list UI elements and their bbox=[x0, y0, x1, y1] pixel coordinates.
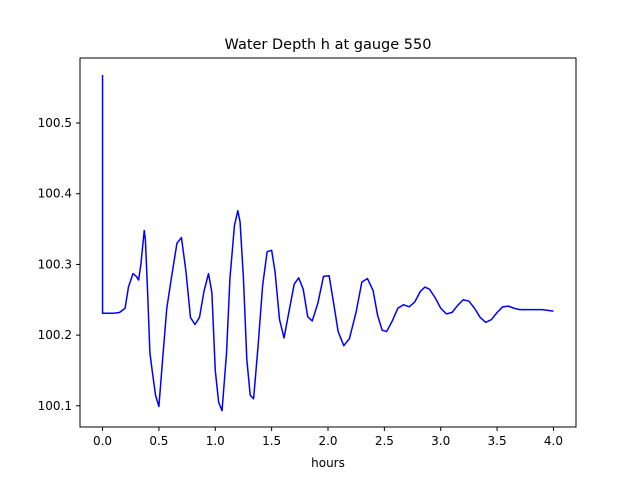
series-line-0 bbox=[101, 74, 554, 412]
x-tick-label: 2.5 bbox=[375, 434, 394, 448]
y-tick-label: 100.3 bbox=[38, 257, 72, 271]
x-tick-label: 3.5 bbox=[488, 434, 507, 448]
plot-frame bbox=[79, 57, 577, 428]
x-tick-label: 2.0 bbox=[318, 434, 337, 448]
y-tick-label: 100.5 bbox=[38, 116, 72, 130]
chart-title: Water Depth h at gauge 550 bbox=[225, 37, 432, 53]
x-axis-label: hours bbox=[311, 456, 345, 470]
y-axis: 100.1 100.2 100.3 100.4 100.5 bbox=[38, 116, 80, 413]
y-tick-label: 100.1 bbox=[38, 399, 72, 413]
x-tick-label: 0.0 bbox=[93, 434, 112, 448]
x-tick-label: 1.0 bbox=[206, 434, 225, 448]
x-tick-label: 4.0 bbox=[544, 434, 563, 448]
y-tick-label: 100.4 bbox=[38, 187, 72, 201]
y-tick-label: 100.2 bbox=[38, 328, 72, 342]
x-tick-label: 0.5 bbox=[149, 434, 168, 448]
x-tick-label: 3.0 bbox=[431, 434, 450, 448]
x-axis: 0.0 0.5 1.0 1.5 2.0 2.5 3.0 3.5 4.0 bbox=[93, 427, 563, 448]
plot-area bbox=[101, 74, 554, 412]
x-tick-label: 1.5 bbox=[262, 434, 281, 448]
